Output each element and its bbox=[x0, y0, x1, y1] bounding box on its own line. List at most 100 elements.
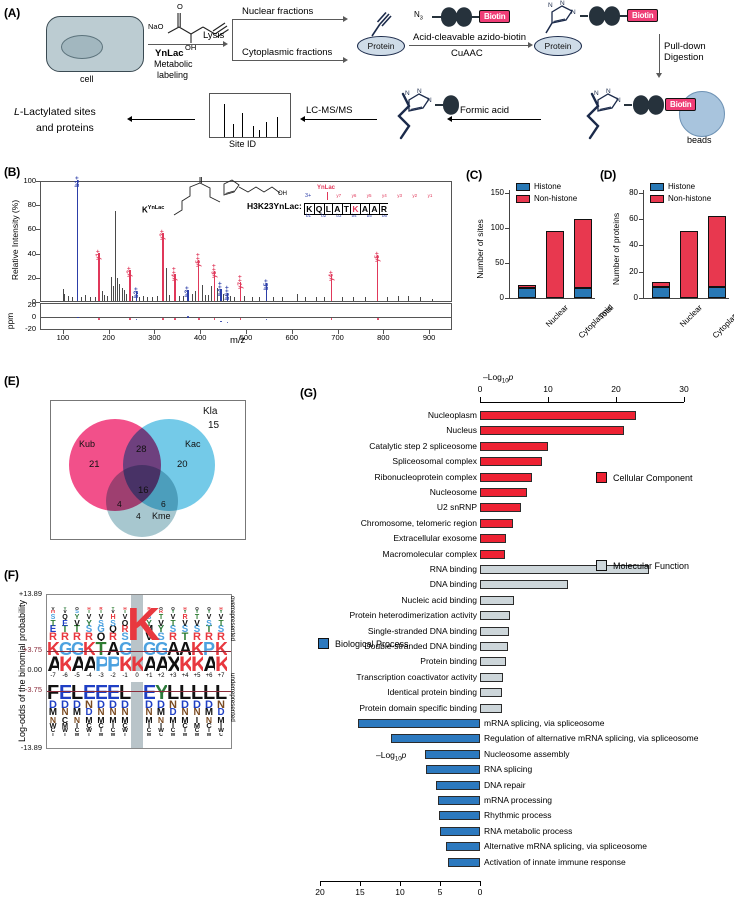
site-id-peak bbox=[277, 117, 279, 137]
logo-letter: K bbox=[131, 654, 143, 672]
peptide-name-label: H3K23YnLac: bbox=[247, 201, 302, 211]
protein-oval-2: Protein bbox=[534, 36, 582, 56]
logo-letter: H bbox=[219, 606, 223, 611]
go-term-row: DNA repair bbox=[296, 780, 734, 791]
lcmsms-label: LC-MS/MS bbox=[306, 105, 353, 116]
ms-peak bbox=[165, 268, 167, 301]
triazole-linker-bond-1 bbox=[580, 15, 588, 17]
legend-swatch bbox=[650, 194, 664, 203]
legend-swatch bbox=[516, 182, 530, 191]
go-term-label: Macromolecular complex bbox=[382, 548, 477, 559]
logo-letter: A bbox=[83, 654, 95, 672]
go-term-bar bbox=[480, 549, 506, 559]
logo-letter: R bbox=[158, 609, 164, 615]
go-term-label: DNA binding bbox=[429, 579, 477, 590]
y-tick-mark bbox=[639, 298, 643, 299]
go-term-label: RNA splicing bbox=[484, 764, 533, 775]
biotin-bond-1 bbox=[471, 16, 480, 18]
ms-peak-label: b1+ bbox=[74, 176, 82, 187]
go-term-bar bbox=[480, 657, 506, 667]
site-id-spectrum-box bbox=[209, 93, 291, 138]
logo-letter: W bbox=[182, 732, 188, 737]
go-term-row: RNA splicing bbox=[296, 764, 734, 775]
logo-letter: A bbox=[107, 640, 119, 655]
venn-label-kla: Kla bbox=[203, 406, 218, 417]
ms-peak bbox=[119, 284, 121, 301]
ms-peak bbox=[107, 296, 109, 301]
logo-letter: Q bbox=[62, 613, 68, 620]
venn-count-kub-kme: 4 bbox=[117, 499, 122, 509]
logo-upper-threshold-line bbox=[47, 651, 231, 652]
bar-segment bbox=[546, 231, 564, 298]
ppm-point bbox=[239, 318, 242, 320]
logo-letter: C bbox=[110, 727, 116, 733]
ms-peak bbox=[64, 293, 66, 301]
panel-b-plot-area: b1+ y1+ y2+ b2+ y3+ y4++ b3+ y5++ y6++ b4++ b6++ y7… bbox=[40, 176, 452, 302]
logo-letter: N bbox=[61, 708, 69, 717]
y-tick-label: 60 bbox=[629, 213, 638, 223]
ms-peak bbox=[323, 297, 325, 301]
logo-letter: W bbox=[74, 732, 80, 737]
go-term-bar bbox=[445, 842, 480, 852]
venn-count-kla-only: 15 bbox=[208, 420, 220, 431]
peptide-backbone-icon-1 bbox=[586, 92, 600, 140]
ms-peak-label: y6++ bbox=[210, 263, 218, 278]
go-term-row: Nucleoplasm bbox=[296, 410, 734, 421]
go-term-row: DNA binding bbox=[296, 579, 734, 590]
logo-letter: D bbox=[181, 700, 189, 709]
panel-f-y-tick-label: -3.75 bbox=[24, 685, 42, 694]
go-term-row: Protein heterodimerization activity bbox=[296, 610, 734, 621]
peptide-residue: L bbox=[323, 203, 333, 215]
go-term-row: Single-stranded DNA binding bbox=[296, 626, 734, 637]
logo-letter: I bbox=[147, 722, 151, 729]
go-term-label: Identical protein binding bbox=[387, 687, 477, 698]
peptide-backbone-icon-2 bbox=[397, 92, 411, 140]
x-tick-mark bbox=[246, 330, 247, 334]
x-tick-label: 400 bbox=[193, 333, 207, 342]
logo-letter: S bbox=[50, 613, 56, 620]
biotin-bond-2 bbox=[619, 15, 628, 17]
logo-position-label: +7 bbox=[217, 673, 225, 679]
go-term-bar bbox=[448, 857, 480, 867]
go-term-row: Spliceosomal complex bbox=[296, 456, 734, 467]
released-triazole-n-1: N bbox=[405, 90, 410, 97]
logo-letter: A bbox=[203, 654, 215, 672]
logo-letter: A bbox=[179, 640, 191, 655]
ppm-point bbox=[330, 318, 333, 320]
x-tick-mark bbox=[383, 330, 385, 334]
logo-position-label: +4 bbox=[181, 673, 189, 679]
b-ion-annotation: b1 bbox=[306, 213, 312, 218]
ms-peak bbox=[68, 296, 70, 301]
ms-peak bbox=[208, 294, 210, 301]
logo-letter: M bbox=[97, 715, 105, 723]
logo-letter: Q bbox=[159, 606, 163, 611]
y-tick-label: 100 bbox=[490, 223, 504, 233]
peptide-residue: K bbox=[350, 203, 360, 215]
logo-zero-band bbox=[47, 671, 231, 682]
released-triazole-n-2: N bbox=[417, 88, 422, 95]
logo-letter: C bbox=[61, 715, 69, 723]
legend-label: Histone bbox=[534, 182, 562, 191]
logo-letter: C bbox=[219, 732, 223, 737]
b-ion-annotation: b2 bbox=[321, 213, 327, 218]
ms-peak-label: y2+ bbox=[126, 266, 134, 277]
logo-letter: W bbox=[62, 727, 68, 733]
beads-label: beads bbox=[687, 135, 712, 145]
logo-letter: T bbox=[74, 625, 80, 633]
top-tick-label: 30 bbox=[679, 384, 689, 394]
y-tick-label: 0 bbox=[633, 293, 638, 302]
x-tick-mark bbox=[108, 330, 110, 334]
nucleus-shape bbox=[61, 35, 103, 59]
ms-peak bbox=[71, 297, 73, 301]
ms-peak bbox=[296, 293, 298, 301]
go-term-label: Catalytic step 2 spliceosome bbox=[369, 440, 477, 451]
ms-peak-label: b2+ bbox=[132, 287, 140, 299]
triazole-n-label-3: N bbox=[571, 9, 576, 16]
panel-c-letter: (C) bbox=[466, 168, 483, 182]
logo-letter: W bbox=[146, 732, 152, 737]
logo-position-label: +5 bbox=[193, 673, 201, 679]
go-term-row: Nucleosome bbox=[296, 487, 734, 498]
logo-letter: T bbox=[87, 609, 91, 615]
y-tick-mark bbox=[505, 228, 509, 230]
biotin-tag-3: Biotin bbox=[665, 98, 697, 111]
